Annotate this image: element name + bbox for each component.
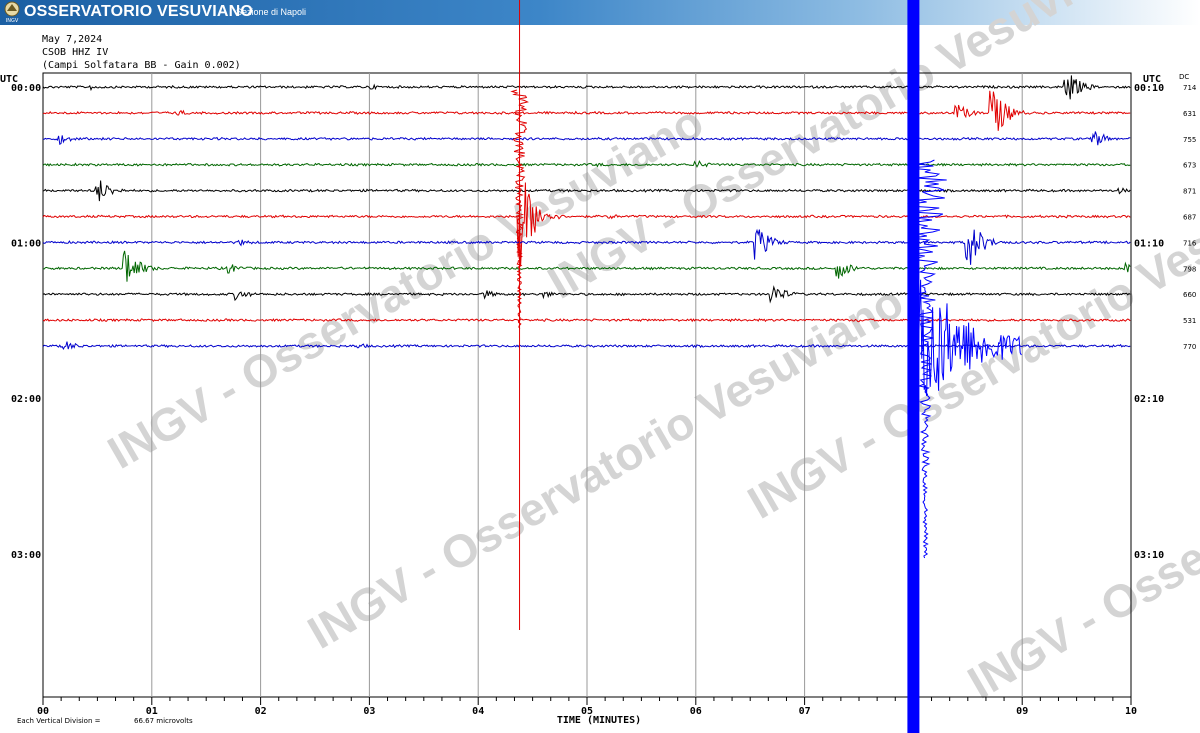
station-code: CSOB HHZ IV [42,47,109,58]
seismic-trace [42,318,1131,323]
dc-value: 871 [1183,188,1196,196]
logo-text: INGV [6,18,19,24]
event-coda [510,89,529,329]
seismic-trace [42,90,1131,131]
banner-title: OSSERVATORIO VESUVIANO [24,3,254,20]
seismic-trace [42,180,1131,202]
dc-value: 770 [1183,343,1196,351]
right-axis-title: UTC [1143,74,1161,85]
tick-group [42,697,1132,705]
large-event [907,0,1022,733]
grid-group [151,73,1023,697]
seismic-trace [42,250,1131,282]
x-tick-label: 09 [1016,706,1028,717]
dc-value: 660 [1183,291,1196,299]
banner-subtitle: Sezione di Napoli [236,7,307,17]
right-time-label: 02:10 [1134,394,1164,405]
seismic-trace [42,160,1131,168]
seismic-trace [42,182,1131,267]
x-tick-label: 00 [37,706,49,717]
large-event [510,0,529,630]
recording-date: May 7,2024 [42,34,103,45]
right-time-label: 00:10 [1134,83,1164,94]
event-spike [907,0,920,733]
station-location: (Campi Solfatara BB - Gain 0.002) [42,60,241,71]
x-axis-label: TIME (MINUTES) [557,715,641,726]
dc-value: 531 [1183,317,1196,325]
left-time-label: 00:00 [11,83,41,94]
x-tick-label: 10 [1125,706,1137,717]
seismic-trace [42,285,1131,304]
banner: INGV OSSERVATORIO VESUVIANO Sezione di N… [0,0,1200,25]
dc-value: 687 [1183,214,1196,222]
event-coda [907,159,947,559]
right-time-label: 01:10 [1134,239,1164,250]
seismic-trace [43,131,1131,146]
x-tick-label: 03 [363,706,375,717]
x-tick-label: 02 [255,706,267,717]
dc-value: 714 [1183,84,1197,92]
right-time-label: 03:10 [1134,550,1164,561]
dc-value: 673 [1183,162,1196,170]
x-tick-label: 05 [581,706,593,717]
x-tick-label: 07 [799,706,811,717]
x-tick-label: 04 [472,706,484,717]
scale-value: 66.67 microvolts [134,717,193,725]
scale-note: Each Vertical Division = [17,717,101,725]
left-axis-title: UTC [0,74,18,85]
left-time-label: 02:00 [11,394,41,405]
left-time-label: 03:00 [11,550,41,561]
dc-value: 798 [1183,265,1196,273]
dc-value: 755 [1183,136,1196,144]
x-tick-label: 01 [146,706,158,717]
dc-title: DC [1179,73,1189,81]
dc-value: 716 [1183,239,1197,247]
ingv-logo-icon: INGV [4,1,20,24]
seismic-trace [42,228,1131,265]
event-coda [912,279,1022,427]
dc-value: 631 [1183,110,1196,118]
x-tick-label: 06 [690,706,702,717]
watermark-text: INGV - Osservatorio Vesuviano [99,95,712,479]
left-time-label: 01:00 [11,239,41,250]
seismic-trace [42,75,1131,100]
